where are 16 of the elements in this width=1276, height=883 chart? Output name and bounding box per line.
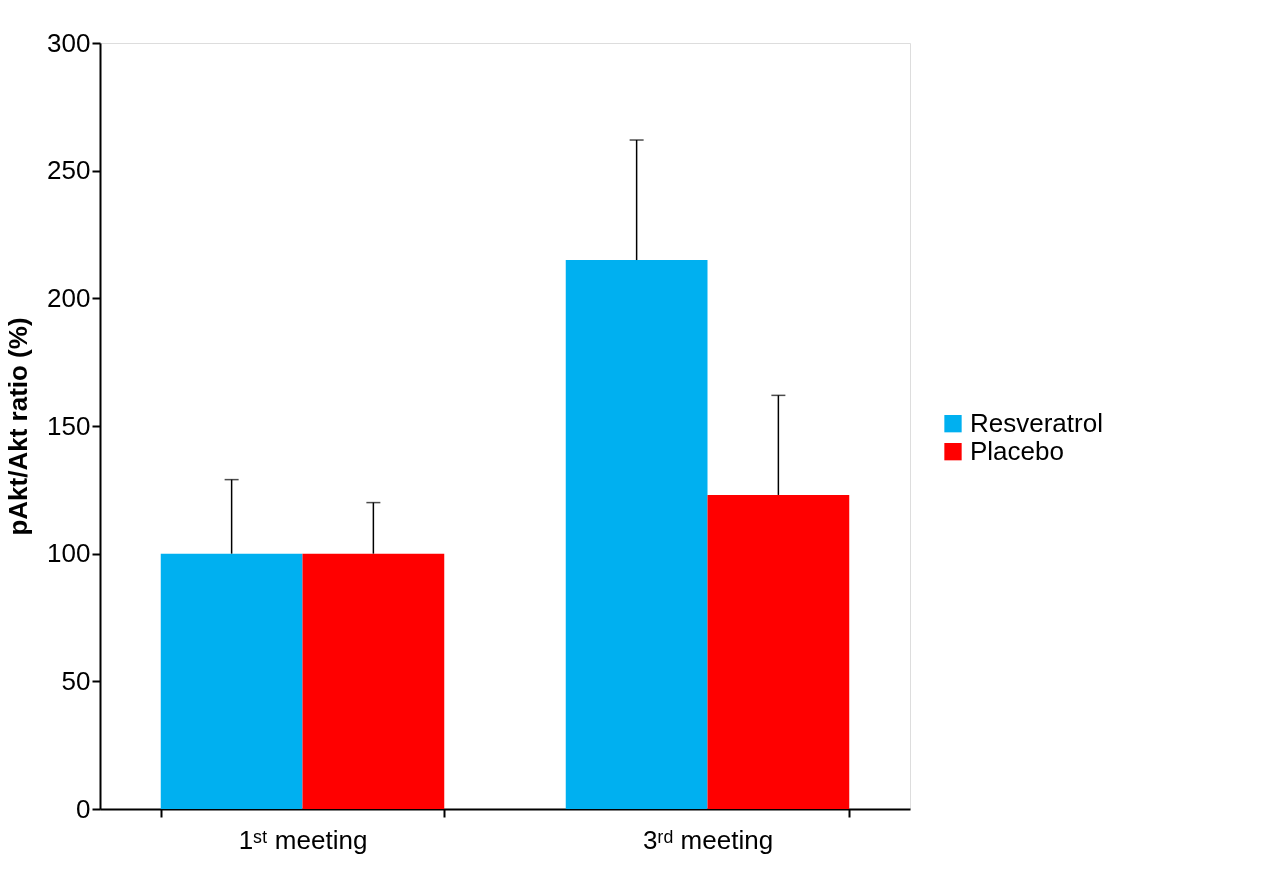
bar [565,260,708,809]
y-tick-label: 50 [61,665,91,696]
legend-label: Resveratrol [970,407,1103,438]
y-axis-title: pAkt/Akt ratio (%) [3,317,34,536]
bar [707,494,850,809]
y-tick-label: 300 [47,27,91,58]
x-tick-label: 1ˢᵗ meeting [238,824,368,855]
y-tick-label: 150 [47,410,91,441]
y-tick-label: 250 [47,155,91,186]
y-tick-label: 0 [76,793,91,824]
bar [160,553,303,809]
y-tick-label: 100 [47,538,91,569]
x-tick-label: 3ʳᵈ meeting [642,824,774,855]
legend-label: Placebo [970,435,1064,466]
bar [302,553,445,809]
y-tick-label: 200 [47,282,91,313]
